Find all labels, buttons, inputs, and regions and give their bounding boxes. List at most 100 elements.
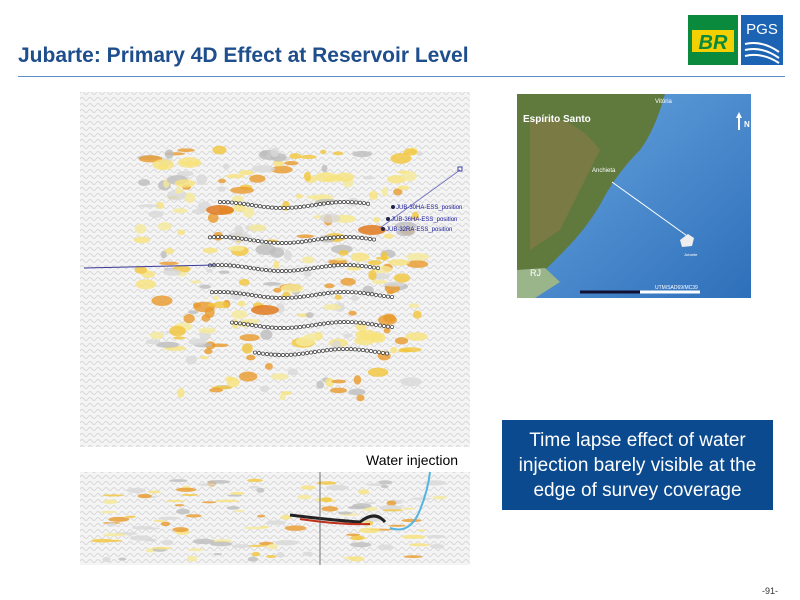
reflector — [299, 518, 371, 526]
acquisition-dot — [370, 322, 374, 327]
section-patch — [201, 501, 217, 504]
amplitude-patch — [172, 336, 186, 340]
amplitude-patch — [259, 385, 270, 393]
amplitude-patch — [295, 194, 303, 199]
amplitude-patch — [350, 295, 360, 301]
section-patch — [153, 519, 166, 522]
acquisition-dot — [208, 235, 212, 240]
amplitude-patch — [238, 170, 255, 176]
acquisition-dot — [381, 350, 385, 355]
acquisition-dot — [272, 268, 276, 273]
section-patch — [386, 500, 397, 506]
acquisition-dot — [257, 351, 261, 356]
amplitude-patch — [226, 173, 245, 179]
amplitude-patch — [416, 151, 423, 156]
section-patch — [247, 556, 259, 562]
amplitude-patch — [303, 171, 312, 182]
acquisition-dot — [270, 205, 274, 210]
acquisition-dot — [262, 324, 266, 329]
acquisition-dot — [277, 352, 281, 357]
amplitude-patch — [137, 204, 160, 208]
acquisition-dot — [340, 235, 344, 239]
acquisition-dot — [309, 350, 313, 355]
acquisition-dot — [256, 267, 260, 271]
amplitude-patch — [287, 368, 299, 376]
section-patch — [325, 484, 349, 491]
acquisition-dot — [226, 200, 230, 205]
acquisition-dot — [332, 235, 336, 240]
amplitude-patch — [177, 388, 185, 398]
amplitude-patch — [371, 279, 388, 285]
acquisition-dot — [318, 292, 322, 297]
section-patch — [246, 478, 264, 482]
amplitude-patch — [331, 379, 347, 384]
acquisition-dot — [304, 239, 308, 244]
amplitude-patch — [145, 339, 161, 345]
amplitude-patch — [249, 174, 266, 183]
acquisition-dot — [240, 236, 244, 241]
section-patch — [109, 539, 123, 542]
section-patch — [158, 516, 179, 521]
acquisition-dot — [285, 352, 289, 357]
acquisition-dot — [390, 295, 394, 299]
amplitude-patch — [188, 338, 207, 346]
amplitude-patch — [242, 207, 255, 218]
acquisition-dot — [276, 268, 280, 273]
acquisition-dot — [244, 265, 248, 270]
amplitude-patch — [393, 273, 411, 283]
acquisition-dot — [356, 263, 360, 268]
amplitude-patch — [228, 245, 245, 252]
acquisition-dot — [266, 205, 270, 210]
section-patch — [234, 509, 245, 513]
acquisition-dot — [310, 293, 314, 298]
amplitude-patch — [299, 154, 317, 160]
amplitude-patch — [156, 341, 180, 348]
amplitude-patch — [314, 172, 338, 183]
amplitude-patch — [270, 165, 293, 174]
amplitude-patch — [373, 216, 380, 223]
amplitude-patch — [289, 153, 302, 159]
amplitude-patch — [184, 192, 196, 204]
acquisition-dot — [306, 293, 310, 298]
acquisition-dot — [374, 292, 378, 297]
section-patch — [316, 481, 337, 485]
amplitude-patch — [134, 266, 148, 274]
acquisition-dot — [378, 293, 382, 298]
acquisition-dot — [262, 294, 266, 299]
acquisition-dot — [234, 200, 238, 205]
amplitude-patch — [163, 268, 182, 276]
amplitude-patch — [192, 302, 202, 308]
amplitude-patch — [198, 327, 216, 334]
amplitude-patch — [383, 233, 394, 239]
acquisition-dot — [370, 292, 374, 297]
acquisition-dot — [386, 294, 390, 299]
amplitude-patch — [151, 295, 173, 307]
seismic-section — [80, 472, 470, 565]
acquisition-dot — [270, 295, 274, 300]
acquisition-dot — [286, 325, 290, 330]
amplitude-patch — [238, 371, 258, 382]
section-patch — [165, 499, 186, 503]
amplitude-patch — [174, 179, 196, 188]
amplitude-patch — [321, 164, 328, 173]
acquisition-dot — [360, 236, 364, 240]
amplitude-patch — [230, 186, 254, 194]
section-patch — [181, 493, 199, 496]
acquisition-dot — [302, 324, 306, 329]
section-patch — [176, 508, 190, 515]
acquisition-dot — [284, 241, 288, 245]
acquisition-dot — [276, 240, 280, 245]
amplitude-patch — [207, 303, 217, 307]
section-patch — [320, 497, 333, 503]
section-patch — [186, 555, 198, 562]
section-patch — [137, 493, 152, 499]
section-patch — [125, 515, 136, 518]
amplitude-patch — [205, 268, 214, 273]
amplitude-patch — [402, 171, 417, 182]
amplitude-patch — [406, 260, 429, 268]
section-patch — [358, 527, 381, 534]
acquisition-dot — [364, 236, 368, 241]
amplitude-patch — [388, 259, 410, 266]
amplitude-patch — [356, 394, 365, 402]
